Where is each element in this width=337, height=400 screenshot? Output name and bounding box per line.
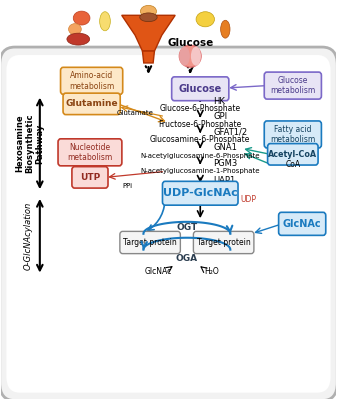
Ellipse shape: [140, 13, 157, 22]
Text: Glucose-6-Phosphate: Glucose-6-Phosphate: [160, 104, 241, 113]
Polygon shape: [122, 15, 175, 51]
Text: Acetyl-CoA: Acetyl-CoA: [268, 150, 317, 159]
Text: Glucose: Glucose: [179, 84, 222, 94]
Polygon shape: [143, 51, 154, 63]
Text: OGT: OGT: [176, 222, 197, 232]
Ellipse shape: [67, 33, 90, 45]
Ellipse shape: [73, 11, 90, 25]
Text: PGM3: PGM3: [214, 159, 238, 168]
Text: Glucosamine-6-Phosphate: Glucosamine-6-Phosphate: [150, 135, 250, 144]
FancyBboxPatch shape: [58, 139, 122, 166]
Text: Fructose-6-Phosphate: Fructose-6-Phosphate: [159, 120, 242, 129]
Text: HK: HK: [214, 97, 225, 106]
Text: UDP-GlcNAc: UDP-GlcNAc: [163, 188, 238, 198]
Text: H₂O: H₂O: [204, 267, 219, 276]
Text: Glutamate: Glutamate: [117, 110, 154, 116]
Ellipse shape: [196, 12, 214, 27]
Ellipse shape: [191, 47, 201, 66]
Text: UDP: UDP: [241, 196, 257, 204]
Ellipse shape: [179, 47, 190, 66]
FancyBboxPatch shape: [279, 212, 326, 235]
FancyBboxPatch shape: [72, 167, 108, 188]
Text: Target protein: Target protein: [197, 238, 250, 247]
FancyBboxPatch shape: [268, 144, 318, 165]
Text: GFAT1/2: GFAT1/2: [214, 128, 248, 136]
Text: Glucose
metabolism: Glucose metabolism: [270, 76, 315, 95]
Text: UAP1: UAP1: [214, 176, 236, 185]
FancyBboxPatch shape: [172, 77, 229, 101]
Text: N-acetylglucosamine-6-Phosphate: N-acetylglucosamine-6-Phosphate: [141, 152, 260, 158]
Text: Target protein: Target protein: [123, 238, 177, 247]
Text: Glucose: Glucose: [167, 38, 213, 48]
FancyBboxPatch shape: [0, 47, 337, 400]
FancyBboxPatch shape: [61, 67, 123, 94]
Ellipse shape: [100, 12, 110, 31]
Ellipse shape: [221, 20, 230, 38]
Ellipse shape: [179, 45, 201, 67]
Text: GNA1: GNA1: [214, 143, 238, 152]
Text: O-GlcNAcylation: O-GlcNAcylation: [24, 202, 33, 270]
FancyBboxPatch shape: [264, 72, 321, 99]
Text: CoA: CoA: [285, 160, 300, 169]
FancyBboxPatch shape: [193, 231, 254, 254]
FancyBboxPatch shape: [6, 55, 331, 393]
Text: Hexosamine
Biosynthetic
Pathway: Hexosamine Biosynthetic Pathway: [15, 114, 45, 173]
Text: N-acetylglucosamine-1-Phosphate: N-acetylglucosamine-1-Phosphate: [141, 168, 260, 174]
Text: Fatty acid
metabolism: Fatty acid metabolism: [270, 125, 315, 144]
Ellipse shape: [68, 24, 81, 35]
Text: UTP: UTP: [80, 173, 100, 182]
FancyBboxPatch shape: [162, 181, 238, 205]
FancyBboxPatch shape: [264, 121, 321, 148]
Text: Nucleotide
metabolism: Nucleotide metabolism: [67, 143, 113, 162]
FancyBboxPatch shape: [63, 93, 120, 114]
Ellipse shape: [141, 5, 156, 17]
Text: GlcNAc: GlcNAc: [145, 267, 172, 276]
Text: PPi: PPi: [123, 183, 133, 189]
FancyBboxPatch shape: [120, 231, 180, 254]
Text: GPI: GPI: [214, 112, 228, 121]
Text: OGA: OGA: [176, 254, 198, 263]
Text: GlcNAc: GlcNAc: [283, 219, 321, 229]
Text: Glutamine: Glutamine: [65, 99, 118, 108]
Text: Amino-acid
metabolism: Amino-acid metabolism: [69, 71, 114, 90]
